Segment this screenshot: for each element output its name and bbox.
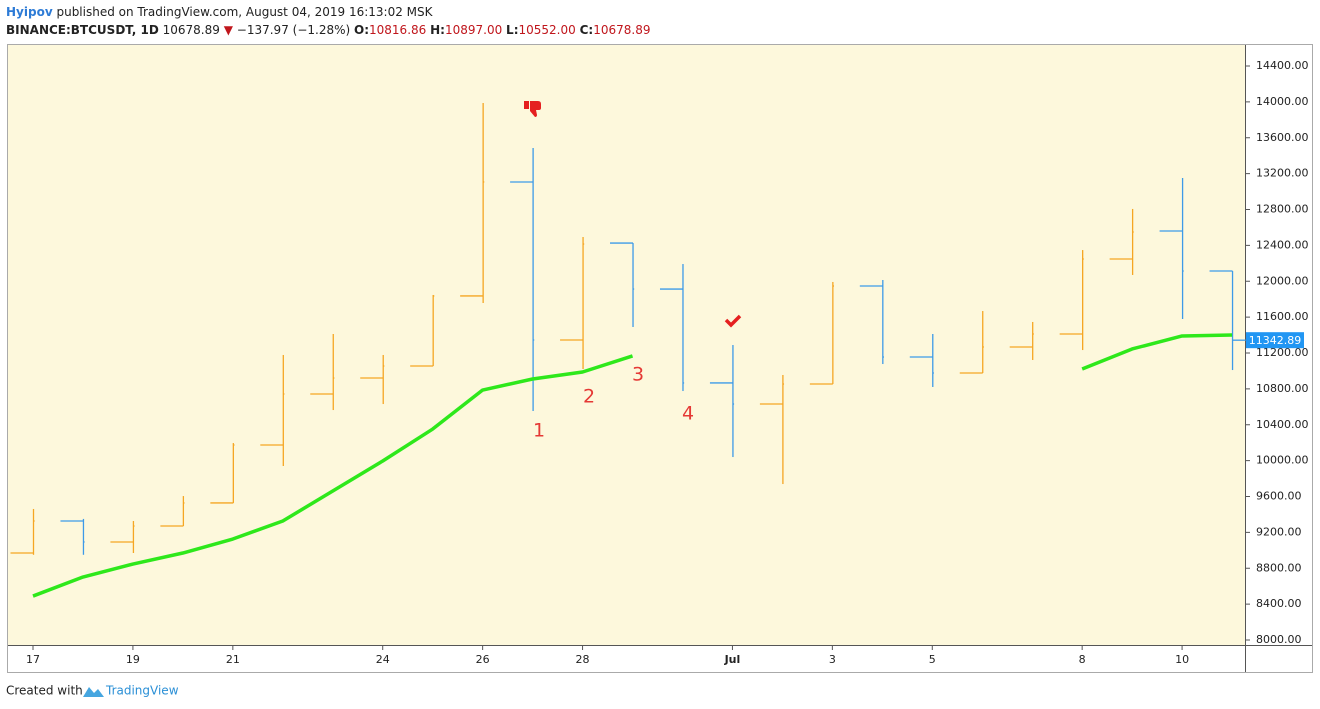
- ma-line: [32, 354, 634, 598]
- x-tick-label: 26: [476, 653, 490, 666]
- h: 10897.00: [445, 23, 502, 37]
- c: 10678.89: [593, 23, 650, 37]
- x-tick-label: 19: [126, 653, 140, 666]
- annotation: 1: [533, 420, 545, 442]
- y-tick-label: 11600.00: [1256, 310, 1309, 323]
- symbol-line: BINANCE:BTCUSDT, 1D 10678.89 ▼ −137.97 (…: [6, 23, 650, 37]
- annotation: 3: [632, 364, 644, 386]
- l: 10552.00: [519, 23, 576, 37]
- x-tick-label: 3: [829, 653, 836, 666]
- x-tick-label: 17: [26, 653, 40, 666]
- tv-logo: [83, 687, 104, 697]
- y-tick-label: 10000.00: [1256, 454, 1309, 467]
- thumbs-down-icon: [524, 101, 541, 117]
- last-price-label: 11342.89: [1249, 334, 1302, 347]
- plot-area: [8, 45, 1245, 645]
- symbol: BINANCE:BTCUSDT, 1D: [6, 23, 159, 37]
- last-price-box: [1246, 332, 1304, 349]
- y-tick-label: 8800.00: [1256, 561, 1302, 574]
- y-tick-label: 14000.00: [1256, 95, 1309, 108]
- header-line: Hyipov published on TradingView.com, Aug…: [6, 5, 434, 19]
- l-label: L:: [506, 23, 518, 37]
- y-tick-label: 13600.00: [1256, 131, 1309, 144]
- annotation: 2: [583, 386, 595, 408]
- x-tick-label: 28: [576, 653, 590, 666]
- y-tick-label: 14400.00: [1256, 59, 1309, 72]
- y-tick-label: 11200.00: [1256, 346, 1309, 359]
- x-tick-label: 10: [1175, 653, 1189, 666]
- author[interactable]: Hyipov: [6, 5, 53, 19]
- y-tick-label: 10400.00: [1256, 418, 1309, 431]
- o-label: O:: [354, 23, 369, 37]
- footer-created: Created with: [6, 684, 83, 698]
- footer-brand[interactable]: TradingView: [105, 684, 179, 698]
- h-label: H:: [430, 23, 445, 37]
- x-tick-label: 21: [226, 653, 240, 666]
- y-tick-label: 13200.00: [1256, 167, 1309, 180]
- y-tick-label: 12400.00: [1256, 238, 1309, 251]
- y-tick-label: 10800.00: [1256, 382, 1309, 395]
- y-tick-label: 8000.00: [1256, 633, 1302, 646]
- y-tick-label: 8400.00: [1256, 597, 1302, 610]
- change: −137.97 (−1.28%): [237, 23, 350, 37]
- c-label: C:: [580, 23, 594, 37]
- annotation: 4: [682, 403, 694, 425]
- y-tick-label: 12800.00: [1256, 203, 1309, 216]
- x-tick-label: 5: [929, 653, 936, 666]
- y-tick-label: 12000.00: [1256, 274, 1309, 287]
- last: 10678.89: [163, 23, 220, 37]
- x-tick-label: 24: [376, 653, 390, 666]
- x-tick-label: Jul: [724, 653, 741, 666]
- published: published on TradingView.com, August 04,…: [56, 5, 433, 19]
- y-tick-label: 9200.00: [1256, 525, 1302, 538]
- check-icon: [724, 314, 742, 328]
- y-tick-label: 9600.00: [1256, 490, 1302, 503]
- o: 10816.86: [369, 23, 426, 37]
- down-arrow: ▼: [224, 23, 234, 37]
- x-tick-label: 8: [1079, 653, 1086, 666]
- ma-line: [1081, 333, 1233, 371]
